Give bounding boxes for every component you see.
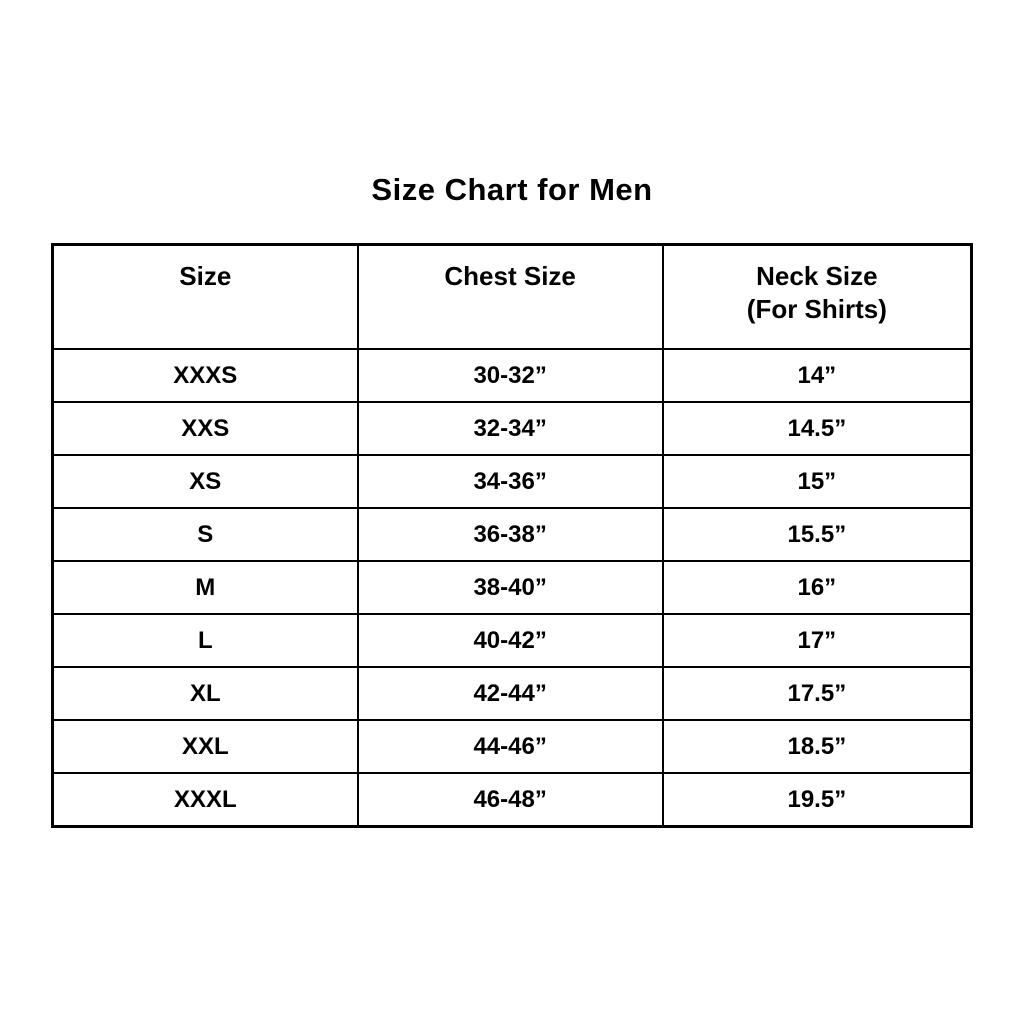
cell-size: S bbox=[51, 507, 359, 562]
cell-neck-size: 16” bbox=[661, 560, 973, 615]
header-neck-size-sublabel: (For Shirts) bbox=[746, 294, 887, 324]
table-row: XL 42-44” 17.5” bbox=[51, 666, 973, 721]
cell-size: XXXS bbox=[51, 348, 359, 403]
cell-chest-size: 32-34” bbox=[356, 401, 664, 456]
header-size-label: Size bbox=[179, 261, 232, 291]
cell-chest-size: 42-44” bbox=[356, 666, 664, 721]
cell-neck-size: 15” bbox=[661, 454, 973, 509]
cell-size: XS bbox=[51, 454, 359, 509]
cell-neck-size: 14.5” bbox=[661, 401, 973, 456]
cell-neck-size: 14” bbox=[661, 348, 973, 403]
cell-chest-size: 44-46” bbox=[356, 719, 664, 774]
header-chest-size-label: Chest Size bbox=[444, 261, 576, 291]
table-row: XS 34-36” 15” bbox=[51, 454, 973, 509]
cell-size: XXS bbox=[51, 401, 359, 456]
cell-chest-size: 40-42” bbox=[356, 613, 664, 668]
size-chart-table: Size Chest Size Neck Size (For Shirts) X… bbox=[51, 243, 973, 828]
cell-chest-size: 34-36” bbox=[356, 454, 664, 509]
cell-size: L bbox=[51, 613, 359, 668]
table-row: XXS 32-34” 14.5” bbox=[51, 401, 973, 456]
cell-size: XXL bbox=[51, 719, 359, 774]
cell-neck-size: 18.5” bbox=[661, 719, 973, 774]
cell-chest-size: 36-38” bbox=[356, 507, 664, 562]
header-chest-size: Chest Size bbox=[356, 243, 664, 350]
header-size: Size bbox=[51, 243, 359, 350]
table-row: XXXS 30-32” 14” bbox=[51, 348, 973, 403]
table-row: XXXL 46-48” 19.5” bbox=[51, 772, 973, 828]
table-row: M 38-40” 16” bbox=[51, 560, 973, 615]
header-neck-size-label: Neck Size bbox=[756, 261, 878, 291]
table-row: S 36-38” 15.5” bbox=[51, 507, 973, 562]
header-neck-size: Neck Size (For Shirts) bbox=[661, 243, 973, 350]
header-row: Size Chest Size Neck Size (For Shirts) bbox=[51, 243, 973, 350]
cell-neck-size: 17.5” bbox=[661, 666, 973, 721]
cell-chest-size: 46-48” bbox=[356, 772, 664, 828]
cell-chest-size: 30-32” bbox=[356, 348, 664, 403]
table-row: L 40-42” 17” bbox=[51, 613, 973, 668]
table-row: XXL 44-46” 18.5” bbox=[51, 719, 973, 774]
cell-neck-size: 19.5” bbox=[661, 772, 973, 828]
cell-neck-size: 15.5” bbox=[661, 507, 973, 562]
page-title: Size Chart for Men bbox=[371, 172, 653, 207]
size-table-body: XXXS 30-32” 14” XXS 32-34” 14.5” XS 34-36” 15” S 3… bbox=[51, 348, 973, 828]
cell-size: XL bbox=[51, 666, 359, 721]
cell-size: M bbox=[51, 560, 359, 615]
cell-size: XXXL bbox=[51, 772, 359, 828]
cell-chest-size: 38-40” bbox=[356, 560, 664, 615]
cell-neck-size: 17” bbox=[661, 613, 973, 668]
